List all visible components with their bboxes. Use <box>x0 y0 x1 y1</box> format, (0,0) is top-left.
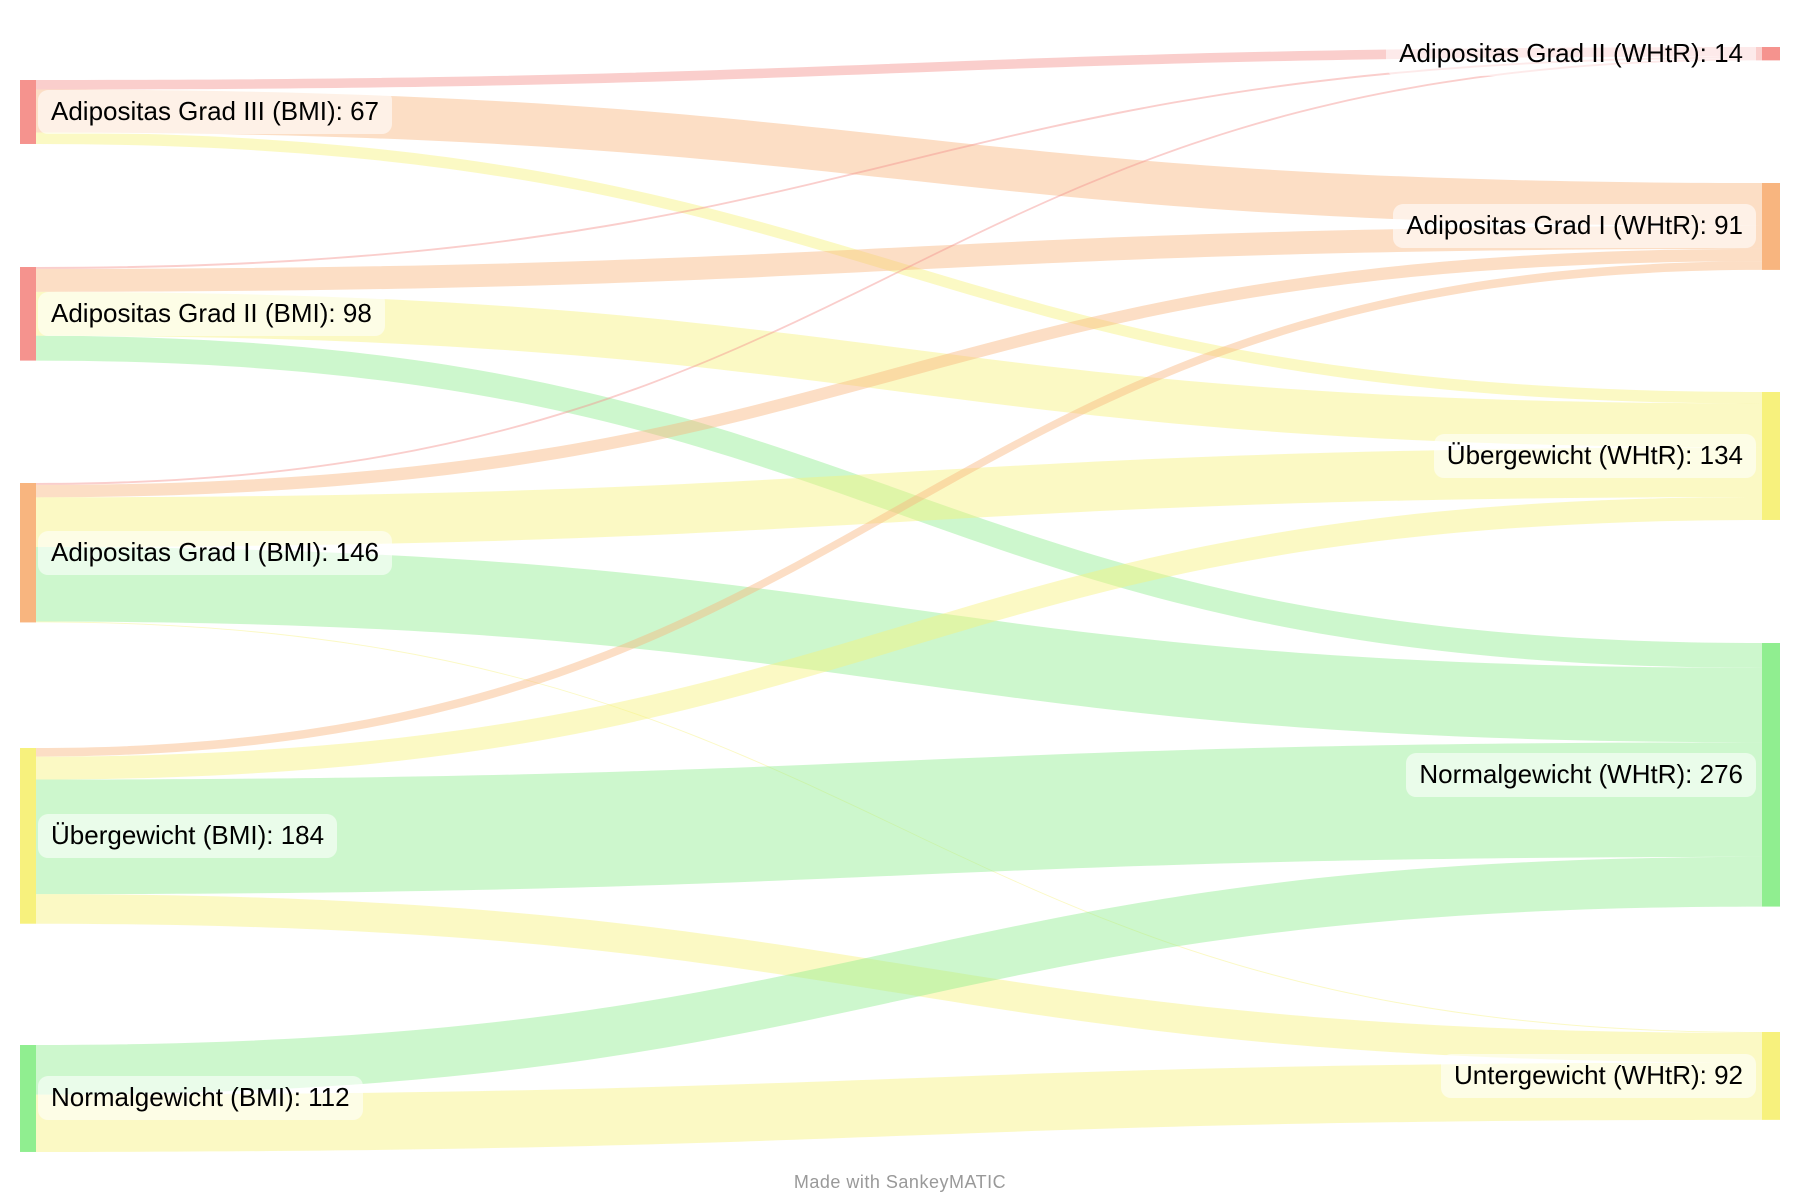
flow-bmi-uebergewicht-to-whtr-untergewicht <box>36 894 1762 1063</box>
node-label-whtr-normalgewicht: Normalgewicht (WHtR): 276 <box>1406 752 1756 797</box>
flow-bmi-adipositas-2-to-whtr-adipositas-2 <box>36 56 1762 269</box>
node-label-whtr-adipositas-2: Adipositas Grad II (WHtR): 14 <box>1386 31 1756 76</box>
flow-bmi-adipositas-1-to-whtr-adipositas-2 <box>36 58 1762 485</box>
flow-bmi-adipositas-3-to-whtr-uebergewicht <box>36 132 1762 404</box>
flow-bmi-adipositas-1-to-whtr-untergewicht <box>36 621 1762 1033</box>
flow-bmi-uebergewicht-to-whtr-adipositas-1 <box>36 261 1762 757</box>
flow-bmi-adipositas-1-to-whtr-normalgewicht <box>36 546 1762 743</box>
node-label-whtr-adipositas-1: Adipositas Grad I (WHtR): 91 <box>1393 204 1756 249</box>
node-bar-bmi-adipositas-3 <box>20 80 36 144</box>
flow-bmi-adipositas-2-to-whtr-normalgewicht <box>36 335 1762 668</box>
flow-bmi-adipositas-1-to-whtr-adipositas-1 <box>36 248 1762 498</box>
node-bar-bmi-adipositas-2 <box>20 267 36 361</box>
footer-credit: Made with SankeyMATIC <box>793 1172 1007 1192</box>
flow-bmi-uebergewicht-to-whtr-uebergewicht <box>36 497 1762 780</box>
node-bar-whtr-uebergewicht <box>1762 392 1780 520</box>
node-label-whtr-untergewicht: Untergewicht (WHtR): 92 <box>1441 1053 1756 1098</box>
node-label-bmi-normalgewicht: Normalgewicht (BMI): 112 <box>38 1076 363 1121</box>
flow-bmi-adipositas-1-to-whtr-uebergewicht <box>36 447 1762 547</box>
node-bar-whtr-untergewicht <box>1762 1032 1780 1120</box>
node-bar-whtr-adipositas-1 <box>1762 183 1780 270</box>
flow-bmi-normalgewicht-to-whtr-untergewicht <box>36 1062 1762 1152</box>
flow-bmi-adipositas-2-to-whtr-adipositas-1 <box>36 225 1762 292</box>
node-label-bmi-adipositas-3: Adipositas Grad III (BMI): 67 <box>38 90 393 134</box>
node-label-bmi-adipositas-2: Adipositas Grad II (BMI): 98 <box>38 291 385 336</box>
flow-bmi-adipositas-2-to-whtr-uebergewicht <box>36 291 1762 448</box>
node-bar-whtr-adipositas-2 <box>1762 47 1780 61</box>
node-label-bmi-adipositas-1: Adipositas Grad I (BMI): 146 <box>38 530 393 575</box>
node-bar-bmi-uebergewicht <box>20 748 36 924</box>
flow-bmi-normalgewicht-to-whtr-normalgewicht <box>36 856 1762 1095</box>
flow-bmi-adipositas-3-to-whtr-adipositas-1 <box>36 89 1762 226</box>
node-bar-whtr-normalgewicht <box>1762 643 1780 907</box>
node-bar-bmi-normalgewicht <box>20 1045 36 1152</box>
flow-bmi-uebergewicht-to-whtr-normalgewicht <box>36 742 1762 895</box>
flow-bmi-adipositas-3-to-whtr-adipositas-2 <box>36 47 1762 90</box>
node-label-whtr-uebergewicht: Übergewicht (WHtR): 134 <box>1433 434 1756 478</box>
node-bar-bmi-adipositas-1 <box>20 483 36 623</box>
node-label-bmi-uebergewicht: Übergewicht (BMI): 184 <box>38 813 338 858</box>
